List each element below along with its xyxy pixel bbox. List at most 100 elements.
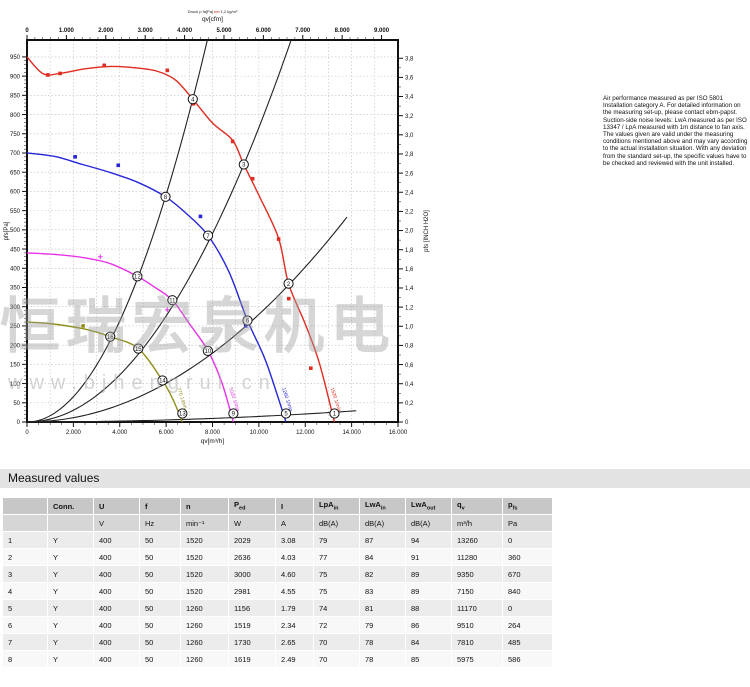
table-cell: 1156 <box>229 600 275 616</box>
table-cell: 11280 <box>452 549 502 565</box>
table-cell: 94 <box>406 532 451 548</box>
svg-text:850: 850 <box>10 94 21 100</box>
table-cell: 2029 <box>229 532 275 548</box>
table-cell: 79 <box>360 617 405 633</box>
table-cell: 4.03 <box>276 549 313 565</box>
svg-text:6: 6 <box>246 319 250 325</box>
svg-text:16: 16 <box>107 335 114 341</box>
svg-text:300: 300 <box>10 305 21 311</box>
table-cell: 2 <box>3 549 47 565</box>
column-header: pfs <box>503 498 552 514</box>
table-cell: 7150 <box>452 583 502 599</box>
table-cell: 50 <box>140 532 180 548</box>
table-cell: 1260 <box>181 634 228 650</box>
svg-text:14.000: 14.000 <box>342 430 361 436</box>
svg-text:650: 650 <box>10 170 21 176</box>
table-cell: Y <box>48 617 93 633</box>
svg-text:0: 0 <box>25 28 29 34</box>
table-cell: 2.65 <box>276 634 313 650</box>
table-cell: 8 <box>3 651 47 667</box>
svg-text:pfs [INCH H2O]: pfs [INCH H2O] <box>424 210 430 252</box>
table-cell: 85 <box>406 651 451 667</box>
svg-text:1,8: 1,8 <box>405 248 414 254</box>
table-cell: 50 <box>140 583 180 599</box>
table-cell: 50 <box>140 549 180 565</box>
table-cell: 485 <box>503 634 552 650</box>
column-unit: dB(A) <box>360 515 405 531</box>
column-unit: Pa <box>503 515 552 531</box>
table-row: 5 Y 400 50 1260 1156 1.79 74 81 88 11170 0 <box>3 600 552 616</box>
svg-text:11: 11 <box>169 298 176 304</box>
table-cell: 75 <box>314 583 359 599</box>
svg-text:12.000: 12.000 <box>296 430 315 436</box>
table-cell: 7810 <box>452 634 502 650</box>
svg-text:qv[cfm]: qv[cfm] <box>202 16 223 23</box>
column-unit: m³/h <box>452 515 502 531</box>
svg-text:1,2: 1,2 <box>405 305 414 311</box>
svg-text:700: 700 <box>10 151 21 157</box>
column-unit: A <box>276 515 313 531</box>
table-cell: 50 <box>140 651 180 667</box>
table-cell: Y <box>48 566 93 582</box>
table-cell: 586 <box>503 651 552 667</box>
column-header: qv <box>452 498 502 514</box>
svg-text:550: 550 <box>10 209 21 215</box>
table-cell: 400 <box>94 651 139 667</box>
table-cell: 3000 <box>229 566 275 582</box>
table-cell: 75 <box>314 566 359 582</box>
table-cell: 1260 <box>181 651 228 667</box>
table-cell: 6 <box>3 617 47 633</box>
column-unit: V <box>94 515 139 531</box>
table-cell: 400 <box>94 617 139 633</box>
column-header: U <box>94 498 139 514</box>
svg-text:15: 15 <box>135 347 142 353</box>
svg-text:0,8: 0,8 <box>405 344 414 350</box>
column-header: n <box>181 498 228 514</box>
svg-text:3,2: 3,2 <box>405 114 414 120</box>
svg-text:9: 9 <box>232 412 236 418</box>
svg-text:900: 900 <box>10 74 21 80</box>
measurement-notes: Air performance measured as per ISO 5801… <box>603 95 748 167</box>
table-cell: 84 <box>406 634 451 650</box>
table-cell: 88 <box>406 600 451 616</box>
svg-text:7.000: 7.000 <box>295 28 311 34</box>
svg-text:2,8: 2,8 <box>405 152 414 158</box>
svg-text:1,0: 1,0 <box>405 324 414 330</box>
svg-text:450: 450 <box>10 247 21 253</box>
table-cell: 1260 <box>181 617 228 633</box>
svg-text:5: 5 <box>284 412 288 418</box>
table-cell: 89 <box>406 566 451 582</box>
table-cell: Y <box>48 549 93 565</box>
table-cell: 50 <box>140 566 180 582</box>
table-cell: 0 <box>503 532 552 548</box>
svg-text:2,6: 2,6 <box>405 171 414 177</box>
table-cell: 77 <box>314 549 359 565</box>
svg-text:4.000: 4.000 <box>112 430 128 436</box>
table-cell: 91 <box>406 549 451 565</box>
table-cell: 74 <box>314 600 359 616</box>
table-cell: 0 <box>503 600 552 616</box>
table-cell: 86 <box>406 617 451 633</box>
svg-text:8.000: 8.000 <box>205 430 221 436</box>
table-cell: 78 <box>360 634 405 650</box>
table-cell: 82 <box>360 566 405 582</box>
svg-text:2,0: 2,0 <box>405 229 414 235</box>
section-title-measured-values: Measured values <box>0 469 750 488</box>
svg-text:3,6: 3,6 <box>405 76 414 82</box>
svg-text:qv[m³/h]: qv[m³/h] <box>201 438 225 445</box>
table-cell: 670 <box>503 566 552 582</box>
svg-text:100: 100 <box>10 382 21 388</box>
column-unit: dB(A) <box>406 515 451 531</box>
svg-text:1.000: 1.000 <box>59 28 75 34</box>
table-cell: 400 <box>94 566 139 582</box>
air-performance-curve-svg: 0 2.000 4.000 6.000 8.000 10.000 12.000 14.000 1… <box>4 9 430 445</box>
table-cell: 79 <box>314 532 359 548</box>
svg-text:13: 13 <box>179 412 186 418</box>
svg-text:4.000: 4.000 <box>177 28 193 34</box>
svg-text:0,6: 0,6 <box>405 363 414 369</box>
table-cell: 4.60 <box>276 566 313 582</box>
svg-text:0: 0 <box>405 420 409 426</box>
table-cell: 400 <box>94 583 139 599</box>
svg-text:2: 2 <box>287 282 291 288</box>
svg-text:0: 0 <box>25 430 29 436</box>
